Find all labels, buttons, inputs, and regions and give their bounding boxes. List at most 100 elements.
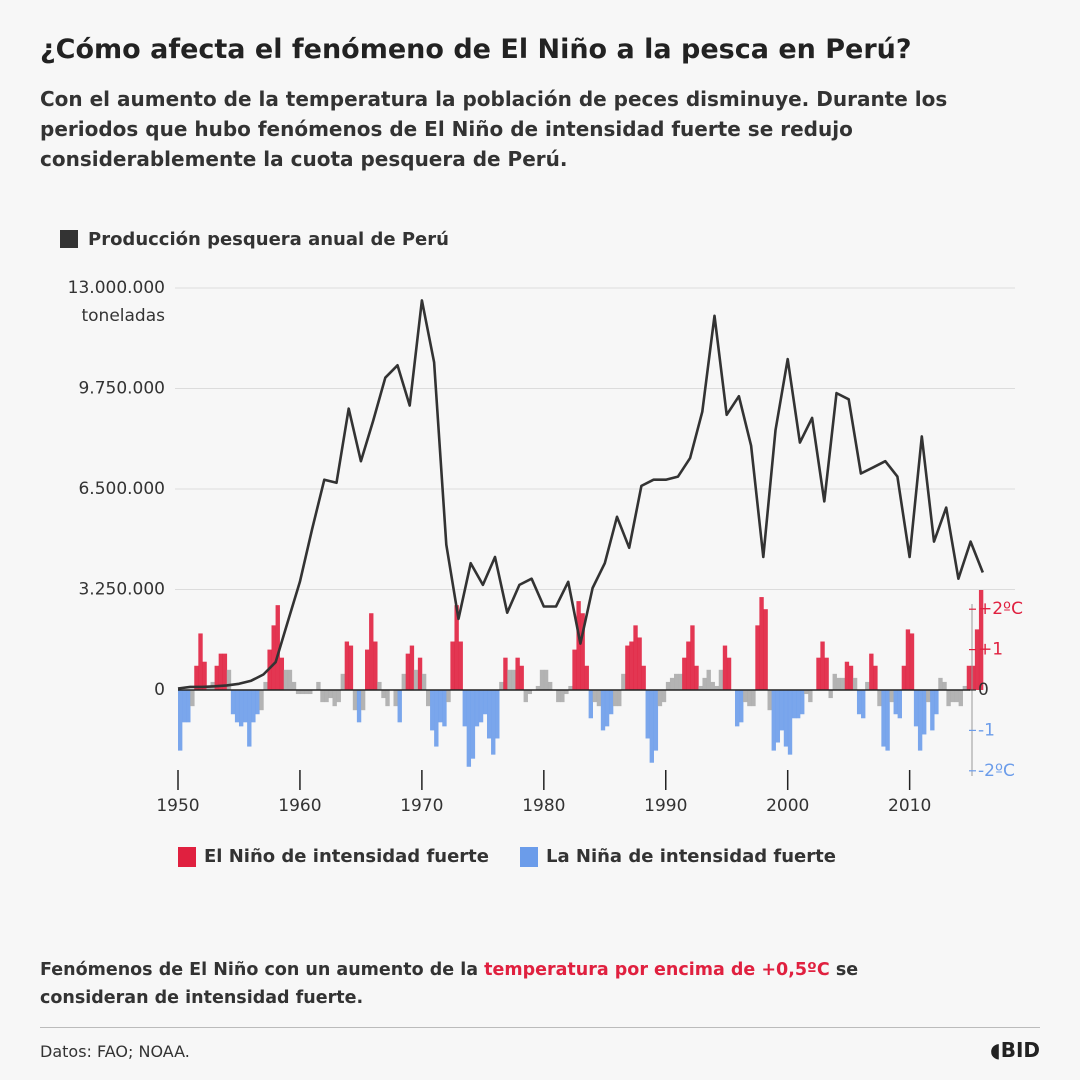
anomaly-bar [938, 677, 943, 690]
anomaly-bar [291, 681, 297, 690]
anomaly-bar [336, 690, 341, 703]
anomaly-bar [568, 685, 573, 690]
anomaly-bar [539, 669, 545, 690]
anomaly-bar [178, 690, 183, 751]
anomaly-bar [848, 665, 854, 690]
note-highlight: temperatura por encima de +0,5ºC [484, 960, 830, 980]
anomaly-bar [641, 665, 646, 690]
anomaly-bar [885, 690, 890, 751]
anomaly-bar [556, 690, 561, 703]
note-text: Fenómenos de El Niño con un aumento de l… [40, 960, 485, 980]
anomaly-bar [604, 690, 610, 727]
anomaly-bar [926, 690, 931, 703]
anomaly-bar [881, 690, 886, 747]
anomaly-bar [661, 690, 667, 703]
anomaly-bar [889, 690, 894, 703]
x-tick-label: 1970 [400, 796, 443, 816]
anomaly-bar [515, 657, 520, 690]
anomaly-bar [873, 665, 878, 690]
anomaly-bar [373, 641, 378, 690]
anomaly-bar [934, 690, 939, 715]
x-tick-label: 2000 [766, 796, 809, 816]
anomaly-bar [832, 673, 837, 690]
anomaly-bar [649, 690, 654, 763]
anomaly-bar [930, 690, 935, 731]
anomaly-bar [320, 690, 325, 703]
anomaly-bar [909, 633, 915, 690]
anomaly-bar [271, 625, 276, 690]
anomaly-bar [751, 690, 756, 707]
anomaly-bar [401, 673, 406, 690]
anomaly-bar [255, 690, 260, 715]
anomaly-bar [369, 613, 374, 690]
anomaly-bar [511, 669, 516, 690]
y-tick-label: 3.250.000 [78, 580, 165, 600]
source: Datos: FAO; NOAA. [40, 1042, 190, 1061]
anomaly-bar [324, 690, 329, 703]
anomaly-bar [421, 673, 427, 690]
anomaly-bar [759, 597, 764, 690]
anomaly-bar [734, 690, 740, 727]
legend-swatch [520, 847, 538, 867]
anomaly-bar [238, 690, 244, 727]
anomaly-bar [474, 690, 480, 727]
anomaly-bar [702, 677, 707, 690]
anomaly-bar [625, 645, 630, 690]
note-text: se consideran de intensidad fuerte. [40, 960, 859, 1008]
divider [40, 1027, 1040, 1028]
anomaly-bar [417, 657, 423, 690]
x-tick-label: 2010 [888, 796, 931, 816]
anomaly-bar [409, 645, 415, 690]
anomaly-bar [360, 690, 366, 711]
anomaly-bar [800, 690, 805, 715]
x-tick-label: 1990 [644, 796, 687, 816]
anomaly-bar [182, 690, 187, 723]
anomaly-bar [893, 690, 898, 715]
anomaly-bar [783, 690, 789, 747]
anomaly-bar [706, 669, 711, 690]
anomaly-bar [820, 641, 825, 690]
y2-tick-label: +1 [978, 640, 1003, 660]
anomaly-bar [694, 665, 699, 690]
anomaly-bar [275, 605, 280, 690]
anomaly-bar [629, 641, 634, 690]
anomaly-bar [722, 645, 728, 690]
x-tick-label: 1980 [522, 796, 565, 816]
anomaly-bar [430, 690, 435, 731]
anomaly-bar [917, 690, 923, 751]
anomaly-bar [714, 685, 720, 690]
anomaly-bar [523, 690, 528, 703]
legend-label: La Niña de intensidad fuerte [546, 846, 836, 867]
anomaly-bar [377, 681, 382, 690]
anomaly-bar [966, 665, 972, 690]
anomaly-bar [592, 690, 598, 703]
anomaly-bar [698, 685, 703, 690]
y2-tick-label: -1 [978, 720, 995, 740]
anomaly-bar [503, 657, 508, 690]
anomaly-bar [332, 690, 337, 707]
anomaly-bar [446, 690, 451, 703]
anomaly-bar [194, 665, 199, 690]
anomaly-bar [678, 673, 683, 690]
anomaly-bar [686, 641, 691, 690]
legend-swatch [178, 847, 196, 867]
anomaly-bar [454, 605, 459, 690]
anomaly-bar [674, 673, 679, 690]
anomaly-bar [527, 690, 533, 695]
anomaly-bar [613, 690, 618, 707]
anomaly-bar [791, 690, 797, 719]
y-unit: toneladas [81, 306, 165, 326]
anomaly-bar [434, 690, 439, 747]
anomaly-bar [726, 657, 732, 690]
anomaly-bar [836, 677, 842, 690]
anomaly-bar [804, 690, 809, 695]
anomaly-bar [393, 690, 398, 707]
anomaly-bar [352, 690, 358, 711]
anomaly-bar [482, 690, 488, 715]
anomaly-bar [608, 690, 614, 715]
anomaly-bar [584, 665, 589, 690]
anomaly-bar [767, 690, 772, 711]
anomaly-bar [653, 690, 659, 751]
anomaly-bar [499, 681, 504, 690]
subtitle: Con el aumento de la temperatura la pobl… [40, 87, 948, 171]
